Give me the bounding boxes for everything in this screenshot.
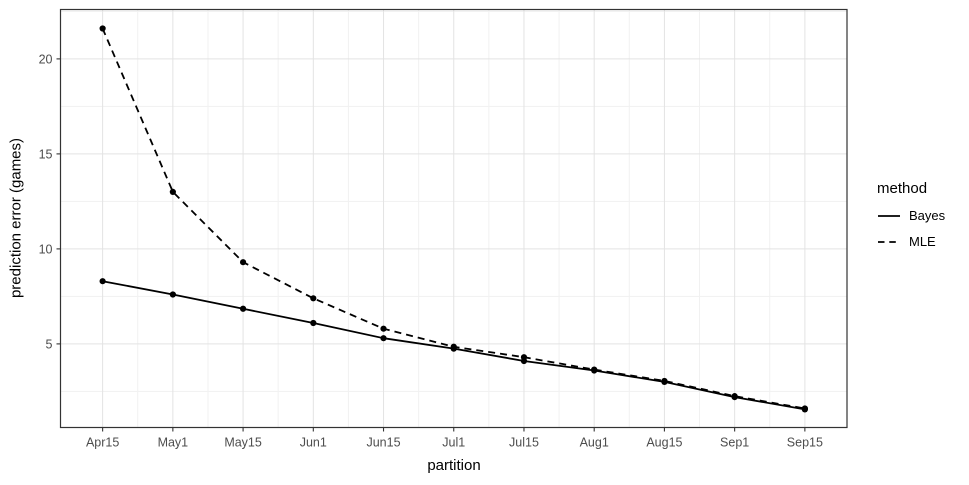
data-point-bayes [239, 305, 247, 312]
data-point-mle [450, 343, 457, 350]
x-tick-label: Jun15 [366, 436, 400, 450]
y-tick-label: 20 [39, 52, 53, 66]
y-tick-label: 15 [39, 147, 53, 161]
data-point-mle [520, 354, 528, 361]
data-point-mle [239, 259, 247, 266]
legend-item-mle: MLE [877, 234, 945, 249]
dashed-line-key-icon [878, 240, 900, 243]
legend-title: method [877, 180, 928, 197]
data-point-bayes [169, 291, 176, 298]
data-point-mle [310, 295, 317, 302]
data-point-mle [731, 393, 738, 400]
data-point-mle [99, 25, 106, 32]
data-point-mle [169, 188, 176, 195]
legend: method Bayes MLE [877, 180, 945, 249]
x-tick-label: Sep15 [787, 436, 823, 450]
data-point-mle [801, 405, 808, 412]
legend-label-mle: MLE [909, 234, 936, 249]
x-tick-label: Sep1 [720, 436, 749, 450]
data-point-bayes [380, 335, 387, 342]
y-axis-title: prediction error (games) [7, 137, 25, 299]
legend-item-bayes: Bayes [877, 208, 945, 223]
x-tick-label: Apr15 [86, 436, 119, 450]
data-point-bayes [99, 278, 106, 285]
data-point-bayes [310, 319, 317, 327]
y-tick-label: 10 [39, 242, 53, 256]
x-tick-label: Aug15 [646, 436, 682, 450]
y-tick-label: 5 [46, 337, 53, 351]
x-axis-title: partition [427, 457, 481, 474]
x-tick-label: Aug1 [580, 436, 609, 450]
data-point-mle [380, 325, 387, 332]
solid-line-key-icon [878, 214, 900, 217]
data-point-mle [661, 377, 668, 385]
x-tick-label: Jul15 [509, 436, 539, 450]
x-tick-label: May15 [224, 436, 262, 450]
x-tick-label: Jun1 [300, 436, 327, 450]
data-point-mle [591, 366, 598, 373]
legend-label-bayes: Bayes [909, 208, 946, 223]
x-tick-label: May1 [158, 436, 189, 450]
x-tick-label: Jul1 [442, 436, 465, 450]
